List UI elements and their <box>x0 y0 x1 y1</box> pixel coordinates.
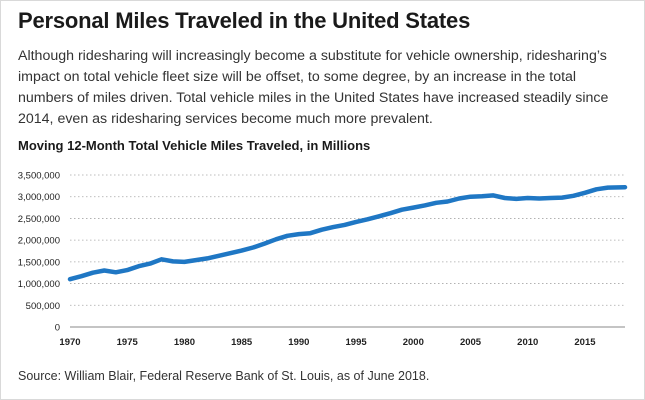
x-tick-label: 1985 <box>231 337 253 348</box>
y-tick-label: 2,500,000 <box>18 214 60 225</box>
y-tick-label: 3,000,000 <box>18 192 60 203</box>
x-tick-label: 2010 <box>517 337 538 348</box>
source-note: Source: William Blair, Federal Reserve B… <box>18 369 430 383</box>
y-tick-label: 2,000,000 <box>18 236 60 247</box>
x-tick-label: 2015 <box>574 337 596 348</box>
x-tick-label: 2005 <box>460 337 482 348</box>
x-tick-label: 1990 <box>288 337 309 348</box>
x-tick-label: 1970 <box>59 337 80 348</box>
y-tick-label: 500,000 <box>26 301 60 312</box>
y-axis: 0 500,000 1,000,000 1,500,000 2,000,000 2,500… <box>18 171 60 334</box>
series-line-vehicle-miles <box>67 184 628 282</box>
x-tick-label: 1995 <box>346 337 368 348</box>
grid-layer <box>70 174 625 328</box>
line-chart: 0 500,000 1,000,000 1,500,000 2,000,000 2,500… <box>18 171 628 348</box>
x-tick-label: 2000 <box>403 337 424 348</box>
x-axis: 1970 1975 1980 1985 1990 1995 2000 2005 2010 2015 <box>59 337 596 348</box>
y-tick-label: 1,000,000 <box>18 279 60 290</box>
page-title: Personal Miles Traveled in the United St… <box>18 8 471 33</box>
intro-paragraph: Although ridesharing will increasingly b… <box>18 48 609 127</box>
y-tick-label: 1,500,000 <box>18 257 60 268</box>
x-tick-label: 1980 <box>174 337 195 348</box>
chart-title: Moving 12-Month Total Vehicle Miles Trav… <box>18 138 371 153</box>
y-tick-label: 3,500,000 <box>18 171 60 182</box>
y-tick-label: 0 <box>55 323 60 334</box>
x-tick-label: 1975 <box>117 337 139 348</box>
